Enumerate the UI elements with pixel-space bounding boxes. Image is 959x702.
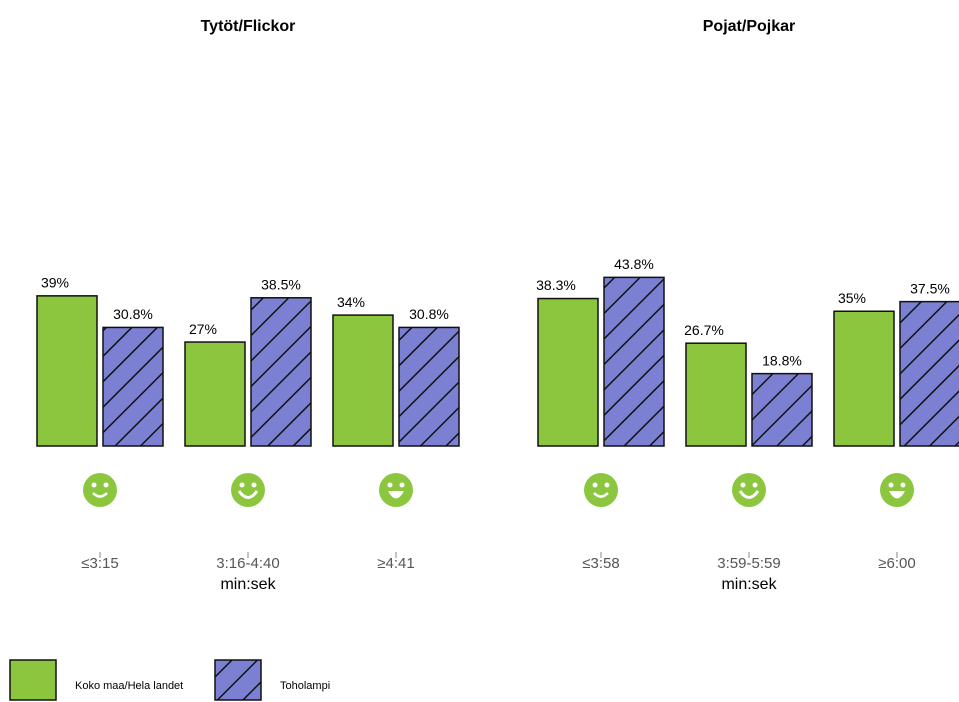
smiley-face xyxy=(379,473,413,507)
smiley-icon xyxy=(379,473,413,507)
bar xyxy=(332,314,394,447)
smiley-icon xyxy=(231,473,265,507)
smiley-eye xyxy=(399,482,405,488)
x-tick-label: ≤3:58 xyxy=(582,555,619,572)
data-label: 38.5% xyxy=(261,276,301,292)
legend-label: Toholampi xyxy=(280,680,330,692)
bar xyxy=(36,295,98,447)
smiley-mouth xyxy=(237,490,259,499)
x-axis-label: min:sek xyxy=(220,576,276,593)
smiley-mouth xyxy=(889,491,905,499)
smiley-eye xyxy=(888,482,894,488)
smiley-eye xyxy=(239,482,245,488)
smiley-icon xyxy=(584,473,618,507)
smiley-eye xyxy=(103,482,109,488)
smiley-face xyxy=(732,473,766,507)
smiley-mouth xyxy=(593,492,609,498)
chart-title: Tytöt/Flickor xyxy=(201,18,296,35)
legend-swatch xyxy=(9,659,57,701)
smiley-face xyxy=(880,473,914,507)
bar xyxy=(537,297,599,447)
smiley-eye xyxy=(604,482,610,488)
smiley-eye xyxy=(251,482,257,488)
smiley-mouth xyxy=(388,491,404,499)
bar xyxy=(899,300,959,447)
bar xyxy=(685,342,747,447)
data-label: 30.8% xyxy=(409,306,449,322)
smiley-eye xyxy=(752,482,758,488)
bar xyxy=(398,326,460,447)
x-tick-label: ≥4:41 xyxy=(377,555,414,572)
data-label: 39% xyxy=(41,275,69,291)
smiley-mouth xyxy=(738,490,760,499)
smiley-icon xyxy=(83,473,117,507)
data-label: 30.8% xyxy=(113,306,153,322)
smiley-face xyxy=(584,473,618,507)
x-tick-label: ≥6:00 xyxy=(878,555,915,572)
bar xyxy=(751,372,813,447)
data-label: 18.8% xyxy=(762,352,802,368)
smiley-face xyxy=(231,473,265,507)
smiley-face xyxy=(83,473,117,507)
chart-title: Pojat/Pojkar xyxy=(703,18,795,35)
smiley-icon xyxy=(732,473,766,507)
bar xyxy=(184,341,246,447)
data-label: 37.5% xyxy=(910,280,950,296)
data-label: 35% xyxy=(838,290,866,306)
smiley-icon xyxy=(880,473,914,507)
data-label: 43.8% xyxy=(614,256,654,272)
bar xyxy=(102,326,164,447)
legend-label: Koko maa/Hela landet xyxy=(75,680,183,692)
bar xyxy=(603,276,665,447)
smiley-eye xyxy=(740,482,746,488)
data-label: 27% xyxy=(189,321,217,337)
data-label: 34% xyxy=(337,294,365,310)
smiley-eye xyxy=(592,482,598,488)
data-label: 38.3% xyxy=(536,277,576,293)
smiley-mouth xyxy=(92,492,108,498)
x-tick-label: ≤3:15 xyxy=(81,555,118,572)
x-tick-label: 3:16-4:40 xyxy=(216,555,279,572)
bar xyxy=(250,297,312,447)
data-label: 26.7% xyxy=(684,322,724,338)
smiley-eye xyxy=(900,482,906,488)
smiley-eye xyxy=(387,482,393,488)
x-tick-label: 3:59-5:59 xyxy=(717,555,780,572)
x-axis-label: min:sek xyxy=(721,576,777,593)
legend-swatch xyxy=(214,659,262,701)
bar xyxy=(833,310,895,447)
smiley-eye xyxy=(91,482,97,488)
